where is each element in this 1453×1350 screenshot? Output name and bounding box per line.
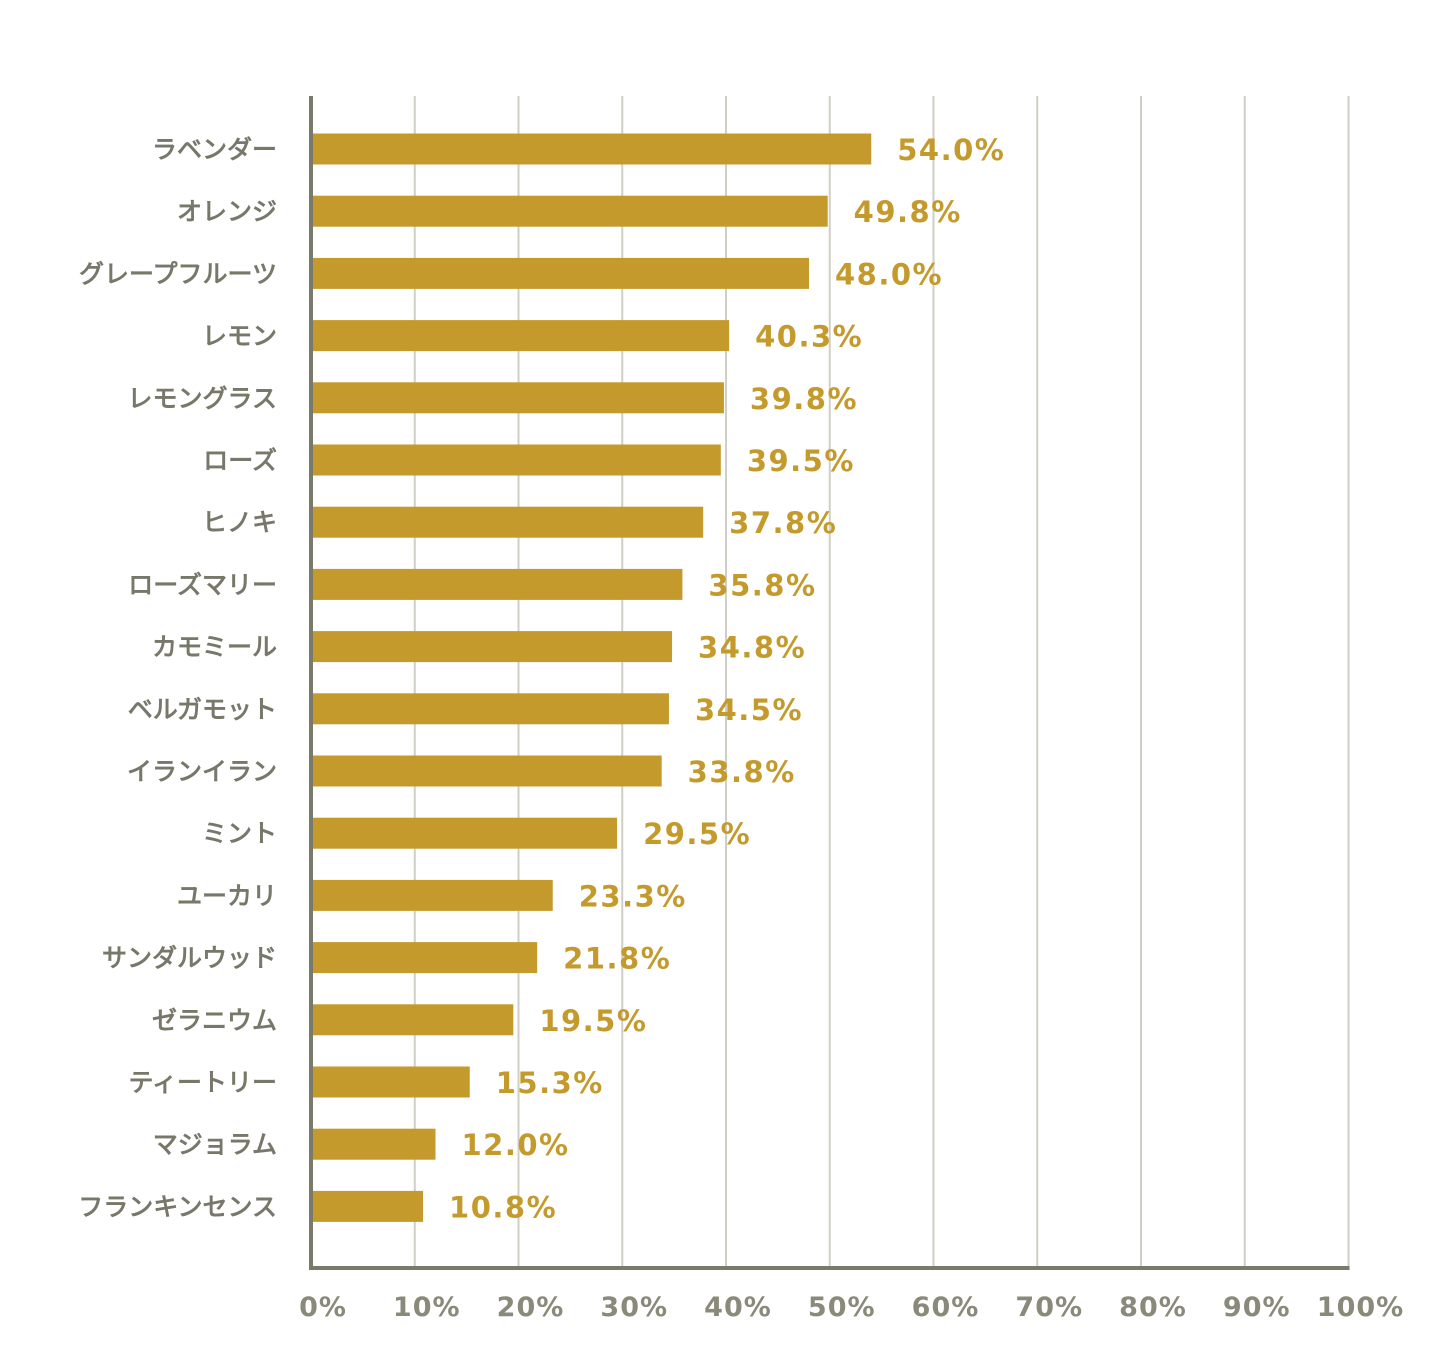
category-label-1: オレンジ bbox=[177, 197, 277, 226]
category-label-5: ローズ bbox=[203, 446, 277, 475]
tick-label-10: 10% bbox=[393, 1292, 461, 1323]
bar-12 bbox=[311, 879, 553, 911]
value-label-10: 33.8% bbox=[688, 755, 796, 789]
bar-14 bbox=[311, 1004, 514, 1036]
category-label-3: レモン bbox=[202, 322, 277, 351]
value-label-14: 19.5% bbox=[539, 1004, 647, 1038]
value-label-3: 40.3% bbox=[755, 320, 863, 354]
category-label-13: サンダルウッド bbox=[102, 944, 277, 973]
value-label-17: 10.8% bbox=[449, 1190, 557, 1224]
category-label-17: フランキンセンス bbox=[78, 1192, 277, 1221]
bar-0 bbox=[311, 133, 872, 165]
category-label-11: ミント bbox=[202, 819, 277, 848]
tick-label-20: 20% bbox=[497, 1292, 565, 1323]
tick-label-80: 80% bbox=[1119, 1292, 1187, 1323]
tick-label-30: 30% bbox=[600, 1292, 668, 1323]
value-label-2: 48.0% bbox=[835, 257, 943, 291]
category-label-12: ユーカリ bbox=[177, 881, 277, 910]
category-label-10: イランイラン bbox=[127, 757, 277, 786]
tick-label-0: 0% bbox=[299, 1292, 347, 1323]
bar-7 bbox=[311, 568, 683, 600]
value-label-15: 15.3% bbox=[496, 1066, 604, 1100]
value-label-12: 23.3% bbox=[579, 879, 687, 913]
bar-8 bbox=[311, 631, 673, 663]
category-label-8: カモミール bbox=[152, 633, 277, 662]
category-label-9: ベルガモット bbox=[128, 695, 277, 724]
value-label-6: 37.8% bbox=[729, 506, 837, 540]
value-label-16: 12.0% bbox=[462, 1128, 570, 1162]
bar-5 bbox=[311, 444, 721, 476]
category-label-14: ゼラニウム bbox=[152, 1006, 277, 1035]
tick-label-60: 60% bbox=[912, 1292, 980, 1323]
value-label-5: 39.5% bbox=[747, 444, 855, 478]
bar-15 bbox=[311, 1066, 470, 1098]
value-label-1: 49.8% bbox=[854, 195, 962, 229]
value-label-7: 35.8% bbox=[708, 568, 816, 602]
category-label-6: ヒノキ bbox=[202, 508, 277, 537]
bar-9 bbox=[311, 693, 669, 725]
bar-6 bbox=[311, 506, 704, 538]
bar-3 bbox=[311, 320, 730, 352]
category-label-15: ティートリー bbox=[128, 1068, 277, 1097]
category-label-7: ローズマリー bbox=[128, 570, 277, 599]
axes bbox=[309, 96, 1350, 1270]
tick-label-90: 90% bbox=[1223, 1292, 1291, 1323]
value-label-8: 34.8% bbox=[698, 631, 806, 665]
tick-label-40: 40% bbox=[704, 1292, 772, 1323]
value-label-11: 29.5% bbox=[643, 817, 751, 851]
bar-17 bbox=[311, 1190, 424, 1222]
grid-lines bbox=[413, 96, 1350, 1268]
category-label-16: マジョラム bbox=[153, 1130, 277, 1159]
tick-label-70: 70% bbox=[1015, 1292, 1083, 1323]
value-label-0: 54.0% bbox=[897, 133, 1005, 167]
bar-10 bbox=[311, 755, 662, 787]
category-label-0: ラベンダー bbox=[152, 135, 277, 164]
bar-16 bbox=[311, 1128, 436, 1160]
bar-4 bbox=[311, 382, 724, 414]
bar-1 bbox=[311, 195, 828, 227]
value-label-9: 34.5% bbox=[695, 693, 803, 727]
bars bbox=[311, 133, 872, 1222]
value-label-13: 21.8% bbox=[563, 942, 671, 976]
category-label-4: レモングラス bbox=[127, 384, 277, 413]
tick-label-50: 50% bbox=[808, 1292, 876, 1323]
bar-13 bbox=[311, 942, 538, 974]
value-label-4: 39.8% bbox=[750, 382, 858, 416]
labels: 0% 10% 20% 30% 40% 50% 60% 70% 80% 90% 100% ラベンダー 54… bbox=[78, 133, 1404, 1323]
bar-2 bbox=[311, 257, 809, 289]
tick-label-100: 100% bbox=[1317, 1292, 1404, 1323]
bar-11 bbox=[311, 817, 618, 849]
category-label-2: グレープフルーツ bbox=[79, 259, 277, 288]
